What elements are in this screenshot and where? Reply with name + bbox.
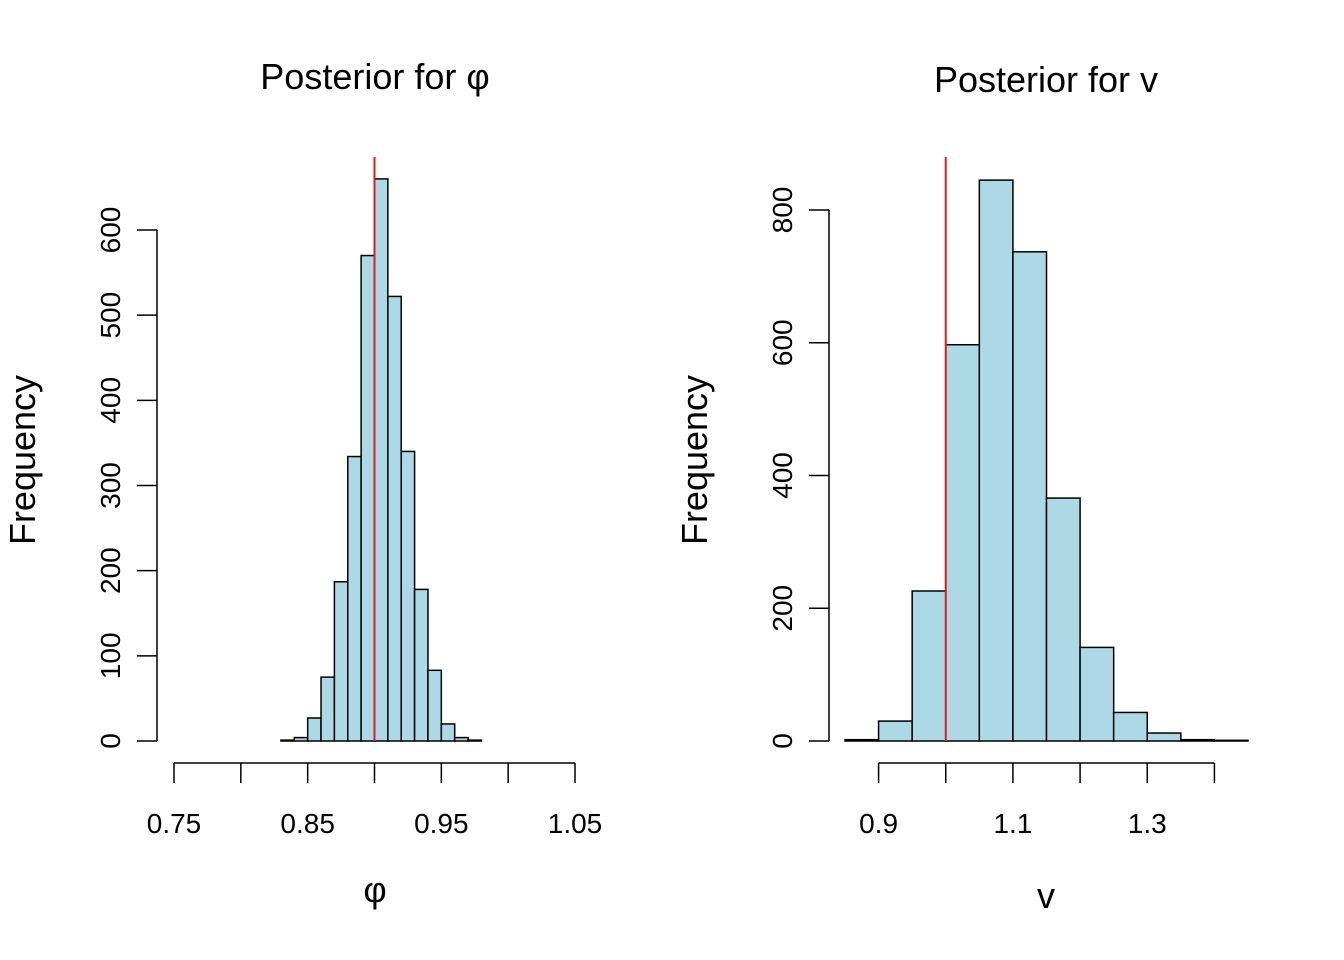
- histogram-bar: [1180, 738, 1216, 742]
- y-tick-label: 100: [95, 632, 126, 679]
- chart-title: Posterior for v: [934, 59, 1158, 100]
- histogram-bar: [413, 588, 429, 742]
- histogram-bar: [293, 736, 309, 742]
- histogram-bar: [360, 254, 376, 742]
- v-histogram-panel: Posterior for v 0.9 1.1 1.3 0200400600800 …: [674, 59, 1249, 916]
- x-tick-label: 0.9: [859, 808, 898, 839]
- y-tick-label: 0: [95, 733, 126, 749]
- y-tick-label: 600: [767, 319, 798, 366]
- histogram-bar: [306, 717, 322, 742]
- x-tick-label: 0.95: [414, 808, 469, 839]
- y-tick-label: 600: [95, 207, 126, 254]
- histogram-bar: [453, 736, 469, 742]
- histogram-bar: [333, 580, 349, 742]
- y-tick-label: 200: [95, 547, 126, 594]
- x-axis: 0.75 0.85 0.95 1.05: [147, 762, 603, 839]
- y-axis: 0 100 200 300 400 500 600: [95, 207, 158, 749]
- histogram-bar: [373, 178, 389, 742]
- histogram-bar: [877, 720, 913, 742]
- y-tick-label: 500: [95, 292, 126, 339]
- y-tick-label: 800: [767, 187, 798, 234]
- y-tick-label: 200: [767, 585, 798, 632]
- y-axis-label: Frequency: [2, 375, 43, 545]
- x-tick-label: 0.85: [280, 808, 335, 839]
- histogram-bar: [1112, 711, 1148, 742]
- histogram-bar: [911, 590, 947, 742]
- x-tick-label: 1.1: [993, 808, 1032, 839]
- histogram-bar: [320, 676, 336, 742]
- histogram-bar: [978, 179, 1014, 742]
- histogram-bar: [1146, 732, 1182, 742]
- histogram-bar: [280, 739, 296, 742]
- y-tick-label: 400: [767, 452, 798, 499]
- y-axis: 0 200 400 600 800: [767, 187, 830, 749]
- histogram-bar: [467, 739, 483, 742]
- histogram-bar: [400, 450, 416, 742]
- x-tick-label: 1.3: [1128, 808, 1167, 839]
- histogram-bar: [1045, 497, 1081, 742]
- phi-histogram-panel: Posterior for φ 0.75 0.85 0.95 1.05 0 100 200…: [2, 56, 602, 910]
- x-axis-label: φ: [363, 869, 386, 910]
- x-axis-label: v: [1037, 875, 1055, 916]
- histogram-bar: [945, 343, 981, 742]
- bars-group: [844, 179, 1249, 742]
- histogram-bar: [427, 669, 443, 742]
- histogram-bar: [387, 295, 402, 742]
- chart-title: Posterior for φ: [260, 56, 489, 97]
- x-tick-label: 1.05: [548, 808, 603, 839]
- histogram-bar: [844, 738, 880, 742]
- bars-group: [280, 178, 483, 742]
- y-tick-label: 400: [95, 377, 126, 424]
- histogram-bar: [1213, 739, 1249, 742]
- y-tick-label: 0: [767, 733, 798, 749]
- histogram-bar: [1012, 251, 1048, 742]
- y-tick-label: 300: [95, 462, 126, 509]
- histogram-bar: [440, 723, 456, 742]
- x-axis: 0.9 1.1 1.3: [859, 762, 1216, 839]
- histogram-bar: [347, 455, 362, 742]
- x-tick-label: 0.75: [147, 808, 202, 839]
- histogram-bar: [1079, 646, 1115, 742]
- y-axis-label: Frequency: [674, 375, 715, 545]
